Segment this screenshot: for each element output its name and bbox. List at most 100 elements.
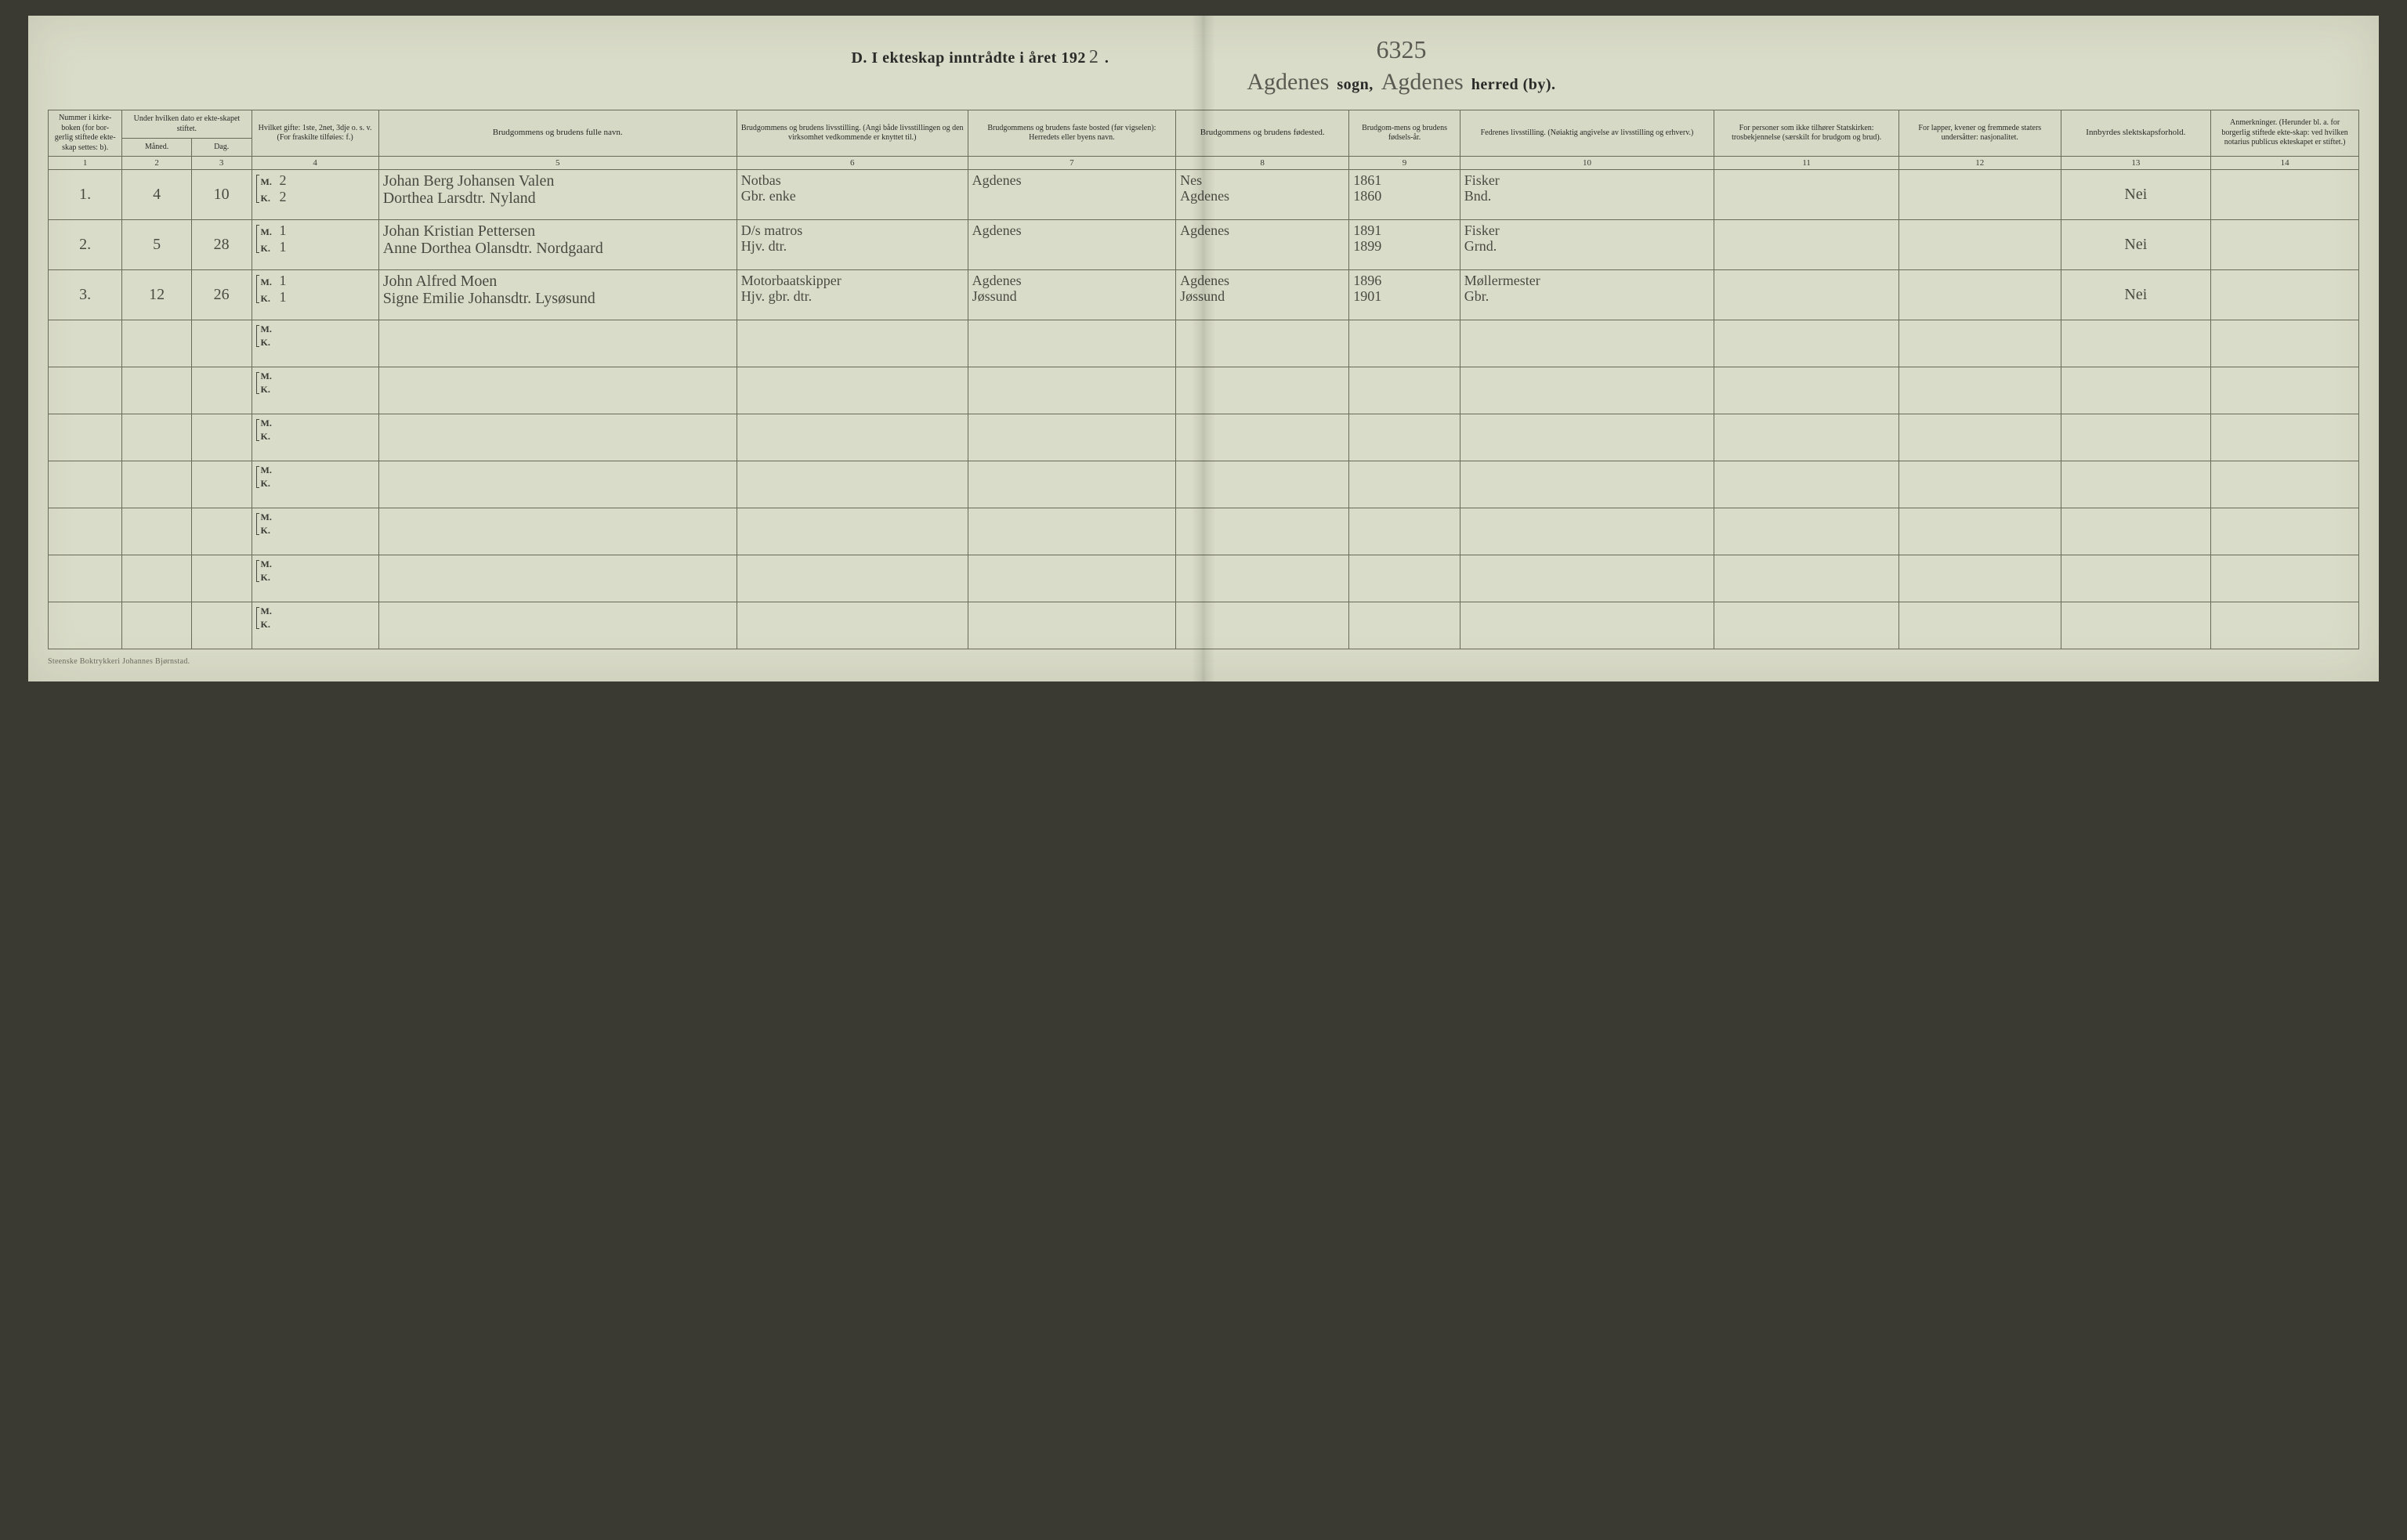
mk-label: K. — [261, 431, 275, 443]
hdr-2: Måned. — [122, 139, 191, 157]
hdr-5: Brudgommens og brudens fulle navn. — [378, 110, 737, 157]
day: 10 — [214, 186, 230, 203]
colnum: 2 — [122, 157, 191, 170]
colnum: 5 — [378, 157, 737, 170]
mk-label: M. — [261, 418, 275, 429]
herred-handwritten: Agdenes — [1381, 69, 1464, 96]
cell-value: Fisker — [1464, 173, 1710, 188]
cell-value: Grnd. — [1464, 239, 1710, 254]
mk-label: K. — [261, 384, 275, 396]
table-row-blank: M. K. — [49, 320, 2359, 367]
colnum: 9 — [1349, 157, 1460, 170]
mk-value: 1 — [280, 240, 287, 255]
marriage-register-table: Nummer i kirke-boken (for bor-gerlig sti… — [48, 110, 2359, 649]
table-body: 1 2 3 4 5 6 7 8 9 10 11 12 13 14 1.410M.… — [49, 157, 2359, 649]
colnum: 1 — [49, 157, 122, 170]
mk-label: K. — [261, 525, 275, 537]
cell-value: 1861 — [1353, 173, 1456, 188]
hdr-9: Brudgom-mens og brudens fødsels-år. — [1349, 110, 1460, 157]
handwritten-doc-id: 6325 — [1376, 35, 1426, 64]
cell-value: Hjv. gbr. dtr. — [741, 289, 964, 304]
title-prefix: D. I ekteskap inntrådte i året 192 — [851, 49, 1085, 67]
cell-value: 1860 — [1353, 189, 1456, 204]
table-row: 1.410M.2K.2Johan Berg Johansen ValenDort… — [49, 170, 2359, 220]
cell-value: Bnd. — [1464, 189, 1710, 204]
mk-label: M. — [261, 606, 275, 617]
cell-value: Møllermester — [1464, 273, 1710, 288]
hdr-10: Fedrenes livsstilling. (Nøiaktig angivel… — [1460, 110, 1714, 157]
cell-value: Agdenes — [972, 173, 1171, 188]
cell-value: Johan Kristian Pettersen — [383, 223, 733, 240]
mk-label: K. — [261, 478, 275, 490]
cell-value: Agdenes — [972, 273, 1171, 288]
title-period: . — [1105, 49, 1109, 67]
cell-value: 1899 — [1353, 239, 1456, 254]
mk-label: M. — [261, 226, 275, 238]
cell-value: Agdenes — [1180, 273, 1345, 288]
mk-label: K. — [261, 293, 275, 305]
mk-value: 1 — [280, 273, 287, 288]
cell-value: Jøssund — [972, 289, 1171, 304]
colnum: 3 — [191, 157, 252, 170]
mk-label: M. — [261, 559, 275, 570]
mk-label: K. — [261, 337, 275, 349]
herred-label: herred (by). — [1471, 76, 1556, 94]
hdr-11: For personer som ikke tilhører Statskirk… — [1714, 110, 1899, 157]
cell-value: John Alfred Moen — [383, 273, 733, 290]
mk-label: K. — [261, 243, 275, 255]
hdr-3: Dag. — [191, 139, 252, 157]
cell-value: Signe Emilie Johansdtr. Lysøsund — [383, 291, 733, 307]
colnum: 8 — [1176, 157, 1349, 170]
month: 4 — [153, 186, 161, 203]
cell-value: Nes — [1180, 173, 1345, 188]
colnum: 6 — [737, 157, 968, 170]
cell-value: Dorthea Larsdtr. Nyland — [383, 190, 733, 207]
table-row-blank: M.K. — [49, 367, 2359, 414]
cell-value: 1891 — [1353, 223, 1456, 238]
slekt-value: Nei — [2124, 186, 2147, 203]
mk-label: M. — [261, 324, 275, 335]
month: 12 — [149, 286, 165, 303]
colnum: 12 — [1899, 157, 2061, 170]
cell-value: Agdenes — [972, 223, 1171, 238]
mk-label: M. — [261, 277, 275, 288]
mk-value: 2 — [280, 190, 287, 204]
table-row: 2.528M.1K.1Johan Kristian PettersenAnne … — [49, 220, 2359, 270]
hdr-8: Brudgommens og brudens fødested. — [1176, 110, 1349, 157]
colnum: 11 — [1714, 157, 1899, 170]
hdr-4: Hvilket gifte: 1ste, 2net, 3dje o. s. v.… — [252, 110, 378, 157]
cell-value: Gbr. — [1464, 289, 1710, 304]
hdr-6: Brudgommens og brudens livsstilling. (An… — [737, 110, 968, 157]
colnum: 7 — [968, 157, 1175, 170]
page-title-line: D. I ekteskap inntrådte i året 1922. 632… — [48, 47, 2359, 96]
entry-number: 2. — [79, 236, 91, 253]
colnum: 4 — [252, 157, 378, 170]
entry-number: 1. — [79, 186, 91, 203]
table-header: Nummer i kirke-boken (for bor-gerlig sti… — [49, 110, 2359, 157]
table-row-blank: M.K. — [49, 602, 2359, 649]
cell-value: Anne Dorthea Olansdtr. Nordgaard — [383, 240, 733, 257]
mk-value: 2 — [280, 173, 287, 188]
hdr-14: Anmerkninger. (Herunder bl. a. for borge… — [2211, 110, 2359, 157]
cell-value: Agdenes — [1180, 189, 1345, 204]
colnum: 10 — [1460, 157, 1714, 170]
day: 28 — [214, 236, 230, 253]
cell-value: Johan Berg Johansen Valen — [383, 173, 733, 190]
table-row-blank: M.K. — [49, 461, 2359, 508]
cell-value: Agdenes — [1180, 223, 1345, 238]
colnum: 13 — [2061, 157, 2211, 170]
hdr-1: Nummer i kirke-boken (for bor-gerlig sti… — [49, 110, 122, 157]
table-row: 3.1226M.1K.1John Alfred MoenSigne Emilie… — [49, 270, 2359, 320]
table-row-blank: M.K. — [49, 555, 2359, 602]
cell-value: Hjv. dtr. — [741, 239, 964, 254]
hdr-7: Brudgommens og brudens faste bosted (før… — [968, 110, 1175, 157]
cell-value: Notbas — [741, 173, 964, 188]
title-year-hand: 2 — [1089, 47, 1099, 68]
printer-imprint: Steenske Boktrykkeri Johannes Bjørnstad. — [48, 657, 2359, 666]
table-row-blank: M.K. — [49, 508, 2359, 555]
cell-value: D/s matros — [741, 223, 964, 238]
month: 5 — [153, 236, 161, 253]
mk-label: K. — [261, 193, 275, 204]
sogn-handwritten: Agdenes — [1247, 69, 1329, 96]
sogn-label: sogn, — [1337, 76, 1373, 94]
